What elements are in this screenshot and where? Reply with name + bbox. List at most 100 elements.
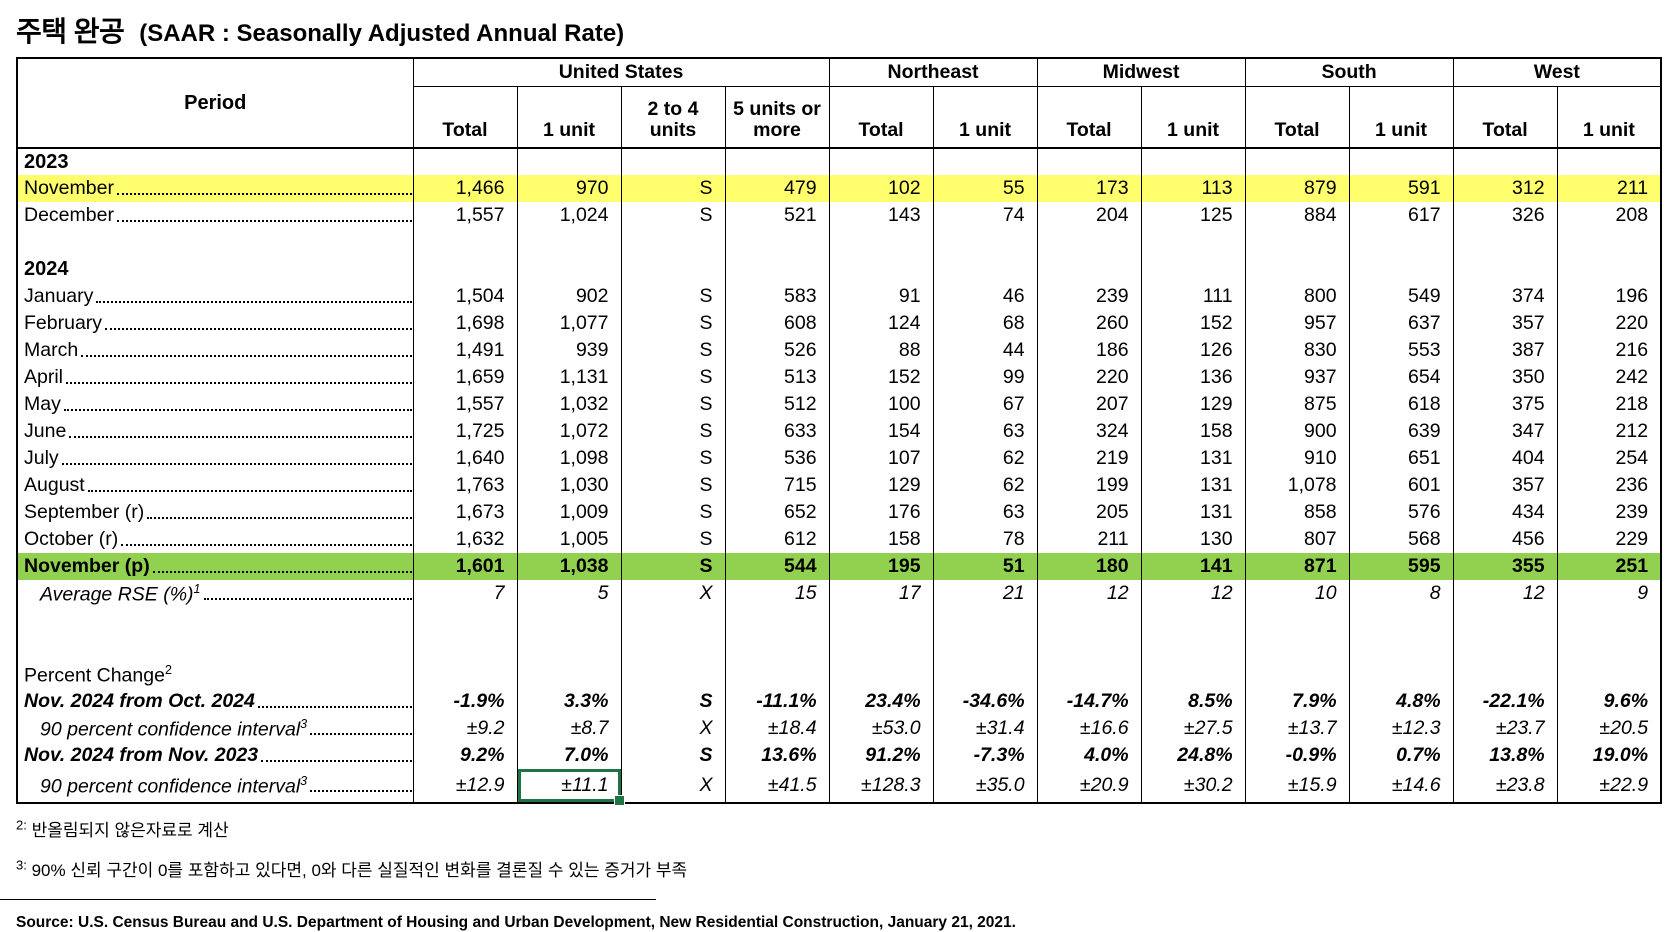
cell[interactable] <box>1348 661 1454 688</box>
cell[interactable]: 88 <box>828 337 934 364</box>
cell[interactable]: 910 <box>1244 445 1350 472</box>
cell[interactable]: 62 <box>932 445 1038 472</box>
cell[interactable]: 970 <box>516 175 621 202</box>
cell[interactable]: 141 <box>1140 553 1246 580</box>
cell[interactable] <box>1036 229 1142 256</box>
cell[interactable]: 9.6% <box>1556 688 1662 715</box>
cell[interactable] <box>1348 634 1454 661</box>
cell[interactable] <box>516 661 621 688</box>
cell[interactable]: 350 <box>1452 364 1558 391</box>
cell[interactable]: 143 <box>828 202 934 229</box>
cell[interactable]: 124 <box>828 310 934 337</box>
row-label-cell[interactable]: May <box>17 391 413 418</box>
cell[interactable] <box>932 661 1038 688</box>
column-header-northeast-total[interactable]: Total <box>828 86 934 149</box>
column-header-united-states-total[interactable]: Total <box>412 86 517 149</box>
cell[interactable]: 220 <box>1556 310 1662 337</box>
cell[interactable] <box>1244 661 1350 688</box>
column-header-united-states-1-unit[interactable]: 1 unit <box>516 86 621 149</box>
column-header-south-total[interactable]: Total <box>1244 86 1350 149</box>
row-label-cell[interactable] <box>17 607 413 634</box>
cell[interactable]: 131 <box>1140 472 1246 499</box>
cell[interactable]: 1,131 <box>516 364 621 391</box>
cell[interactable]: S <box>620 742 725 769</box>
cell[interactable]: S <box>620 553 725 580</box>
cell[interactable] <box>932 229 1038 256</box>
cell[interactable]: 1,077 <box>516 310 621 337</box>
group-header-northeast[interactable]: Northeast <box>828 58 1038 87</box>
cell[interactable]: 654 <box>1348 364 1454 391</box>
group-header-south[interactable]: South <box>1244 58 1454 87</box>
cell[interactable]: ±20.5 <box>1556 715 1662 742</box>
cell[interactable]: 375 <box>1452 391 1558 418</box>
cell[interactable]: 62 <box>932 472 1038 499</box>
cell[interactable]: 1,078 <box>1244 472 1350 499</box>
cell[interactable]: 199 <box>1036 472 1142 499</box>
cell[interactable]: 12 <box>1452 580 1558 607</box>
cell[interactable]: 236 <box>1556 472 1662 499</box>
cell[interactable]: 830 <box>1244 337 1350 364</box>
cell[interactable]: 13.6% <box>724 742 830 769</box>
cell[interactable]: S <box>620 175 725 202</box>
cell[interactable]: ±12.9 <box>412 769 517 803</box>
cell[interactable] <box>620 256 725 283</box>
cell[interactable]: S <box>620 445 725 472</box>
row-label-cell[interactable]: Nov. 2024 from Oct. 2024 <box>17 688 413 715</box>
row-label-cell[interactable]: 2023 <box>24 150 69 173</box>
cell[interactable]: 900 <box>1244 418 1350 445</box>
cell[interactable] <box>516 229 621 256</box>
cell[interactable]: S <box>620 364 725 391</box>
cell[interactable] <box>1348 607 1454 634</box>
cell[interactable]: 1,466 <box>412 175 517 202</box>
cell[interactable]: 512 <box>724 391 830 418</box>
group-header-midwest[interactable]: Midwest <box>1036 58 1246 87</box>
cell[interactable]: S <box>620 499 725 526</box>
cell[interactable]: 526 <box>724 337 830 364</box>
column-header-northeast-1-unit[interactable]: 1 unit <box>932 86 1038 149</box>
cell[interactable]: 12 <box>1140 580 1246 607</box>
cell[interactable]: 1,673 <box>412 499 517 526</box>
cell[interactable]: 902 <box>516 283 621 310</box>
cell[interactable]: 5 <box>516 580 621 607</box>
cell[interactable]: 154 <box>828 418 934 445</box>
cell[interactable]: ±13.7 <box>1244 715 1350 742</box>
cell[interactable]: 957 <box>1244 310 1350 337</box>
cell[interactable]: ±14.6 <box>1348 769 1454 803</box>
column-header-period[interactable]: Period <box>17 58 413 149</box>
cell[interactable]: 211 <box>1556 175 1662 202</box>
cell[interactable]: 7 <box>412 580 517 607</box>
cell[interactable]: 19.0% <box>1556 742 1662 769</box>
cell[interactable] <box>1556 634 1662 661</box>
cell[interactable]: 651 <box>1348 445 1454 472</box>
cell[interactable] <box>724 634 830 661</box>
column-header-united-states-5-units-or-more[interactable]: 5 units or more <box>724 86 830 149</box>
cell[interactable]: 347 <box>1452 418 1558 445</box>
cell[interactable] <box>1036 148 1142 175</box>
cell[interactable]: 242 <box>1556 364 1662 391</box>
cell[interactable]: 858 <box>1244 499 1350 526</box>
cell[interactable]: 239 <box>1556 499 1662 526</box>
cell[interactable]: ±18.4 <box>724 715 830 742</box>
cell[interactable]: 800 <box>1244 283 1350 310</box>
cell[interactable] <box>620 229 725 256</box>
cell[interactable]: 536 <box>724 445 830 472</box>
cell[interactable]: 78 <box>932 526 1038 553</box>
cell[interactable]: 3.3% <box>516 688 621 715</box>
cell[interactable]: 186 <box>1036 337 1142 364</box>
row-label-cell[interactable]: August <box>17 472 413 499</box>
cell[interactable]: S <box>620 310 725 337</box>
cell[interactable]: S <box>620 283 725 310</box>
cell[interactable] <box>828 661 934 688</box>
row-label-cell[interactable] <box>17 634 413 661</box>
cell[interactable]: 113 <box>1140 175 1246 202</box>
cell[interactable]: 521 <box>724 202 830 229</box>
cell[interactable]: 324 <box>1036 418 1142 445</box>
cell[interactable]: 204 <box>1036 202 1142 229</box>
cell[interactable] <box>828 148 934 175</box>
cell[interactable]: 618 <box>1348 391 1454 418</box>
cell[interactable]: 17 <box>828 580 934 607</box>
cell[interactable] <box>1036 661 1142 688</box>
cell[interactable]: X <box>620 715 725 742</box>
cell[interactable]: 652 <box>724 499 830 526</box>
cell[interactable]: 7.9% <box>1244 688 1350 715</box>
